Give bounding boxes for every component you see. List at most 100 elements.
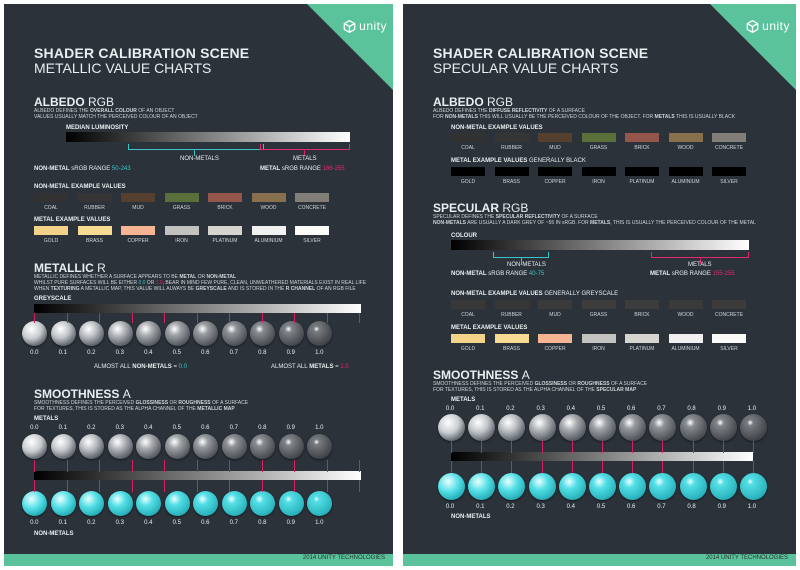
swatch-mud: MUD — [121, 193, 155, 211]
swatch-label: PLATINUM — [629, 346, 655, 352]
value-label: 0.2 — [506, 406, 515, 412]
specular-colour-gradient — [451, 240, 749, 250]
metal-sphere — [649, 414, 677, 441]
swatch-label: IRON — [175, 238, 188, 244]
value-tick — [692, 441, 694, 453]
swatch-color — [121, 226, 155, 235]
metal-sphere — [221, 434, 247, 459]
value-tick — [99, 460, 100, 472]
swatch-label: BRICK — [217, 205, 233, 211]
value-tick — [511, 461, 513, 473]
nonmetal-sphere — [649, 473, 677, 500]
swatch-color — [712, 334, 746, 343]
value-tick — [632, 441, 634, 453]
value-tick — [261, 313, 263, 323]
swatch-color — [581, 167, 616, 176]
swatch-color — [581, 334, 616, 343]
metal-sphere — [468, 414, 496, 441]
value-label: 0.9 — [286, 350, 295, 356]
metal-sphere — [22, 321, 47, 346]
swatch-label: ALUMINIUM — [671, 179, 700, 185]
metal-sphere — [107, 321, 133, 346]
nonmetal-sphere — [307, 491, 332, 516]
swatch-coal: COAL — [451, 300, 485, 318]
metal-examples-label: METAL EXAMPLE VALUES — [34, 217, 111, 223]
swatch-color — [712, 167, 746, 176]
value-label: 0.2 — [87, 520, 96, 526]
swatch-platinum: PLATINUM — [208, 226, 242, 244]
smoothness-metals-label: METALS — [451, 397, 476, 403]
metal-sphere — [193, 321, 218, 346]
swatch-color — [581, 300, 616, 309]
swatch-copper: COPPER — [538, 167, 572, 185]
swatch-mud: MUD — [538, 300, 572, 318]
swatch-color — [625, 334, 659, 343]
swatch-color — [668, 300, 703, 309]
metal-sphere — [193, 434, 218, 459]
page-footer: 2014 UNITY TECHNOLOGIES — [403, 554, 796, 566]
swatch-color — [164, 193, 199, 202]
metal-sphere — [278, 321, 304, 346]
value-label: 0.4 — [144, 350, 153, 356]
value-tick — [481, 461, 483, 473]
value-label: 0.7 — [657, 406, 666, 412]
swatch-color — [77, 226, 112, 235]
albedo-heading: ALBEDO RGB — [34, 95, 115, 109]
swatch-aluminium: ALUMINIUM — [668, 334, 703, 352]
value-label: 0.6 — [201, 425, 210, 431]
metals-annotation: METALS — [688, 262, 712, 268]
value-tick — [261, 480, 263, 492]
metal-srgb-range: METAL sRGB RANGE 155-255 — [650, 271, 735, 277]
metal-sphere — [307, 434, 332, 459]
specular-metal-swatch-row: GOLD BRASS COPPER IRON PLATINUM ALUMINIUM SILV… — [451, 334, 756, 352]
metallic-value-labels: 0.0 0.1 0.2 0.3 0.4 0.5 0.6 0.7 0.8 0.9 1.0 — [20, 350, 334, 356]
value-label: 0.0 — [30, 425, 39, 431]
value-tick — [66, 460, 68, 472]
nonmetal-sphere — [250, 491, 275, 516]
metal-sphere — [50, 434, 76, 459]
metal-sphere — [558, 414, 586, 441]
swatch-gold: GOLD — [451, 167, 485, 185]
value-tick — [66, 313, 68, 323]
value-tick — [99, 480, 100, 492]
swatch-copper: COPPER — [121, 226, 155, 244]
swatch-platinum: PLATINUM — [625, 167, 659, 185]
value-tick — [34, 313, 35, 323]
swatch-color — [121, 193, 155, 202]
value-tick — [451, 441, 452, 453]
smoothness-nonmetal-values: 0.0 0.1 0.2 0.3 0.4 0.5 0.6 0.7 0.8 0.9 1.0 — [20, 520, 334, 526]
value-tick — [131, 313, 133, 323]
value-label: 0.9 — [286, 520, 295, 526]
value-label: 0.5 — [172, 425, 181, 431]
metal-sphere — [498, 414, 526, 441]
metal-sphere — [307, 321, 332, 346]
swatch-label: SILVER — [720, 179, 738, 185]
nonmetal-examples-label: NON-METAL EXAMPLE VALUES — [34, 184, 126, 190]
value-tick — [131, 460, 133, 472]
greyscale-label: GREYSCALE — [34, 296, 72, 302]
nonmetal-sphere — [136, 491, 161, 516]
nonmetal-sphere — [79, 491, 104, 516]
swatch-color — [451, 334, 485, 343]
value-tick — [662, 461, 664, 473]
swatch-color — [451, 167, 485, 176]
swatch-rubber: RUBBER — [494, 133, 529, 151]
swatch-label: IRON — [592, 179, 605, 185]
value-label: 0.7 — [657, 504, 666, 510]
colour-label: COLOUR — [451, 233, 477, 239]
specular-chart-page: unity SHADER CALIBRATION SCENE SPECULAR … — [403, 4, 796, 566]
smoothness-nonmetals-label: NON-METALS — [34, 531, 74, 537]
metal-swatch-row: GOLD BRASS COPPER IRON PLATINUM ALUMINIUM SILV… — [34, 226, 339, 244]
unity-corner-badge: unity — [710, 4, 796, 90]
metal-sphere — [164, 321, 190, 346]
nonmetal-sphere — [709, 473, 737, 500]
value-tick — [66, 480, 68, 492]
swatch-label: RUBBER — [501, 145, 522, 151]
swatch-aluminium: ALUMINIUM — [251, 226, 286, 244]
value-label: 1.0 — [315, 350, 324, 356]
smoothness-gradient — [34, 471, 361, 480]
swatch-color — [625, 167, 659, 176]
swatch-color — [451, 300, 485, 309]
swatch-label: CONCRETE — [714, 312, 744, 318]
swatch-gold: GOLD — [34, 226, 68, 244]
